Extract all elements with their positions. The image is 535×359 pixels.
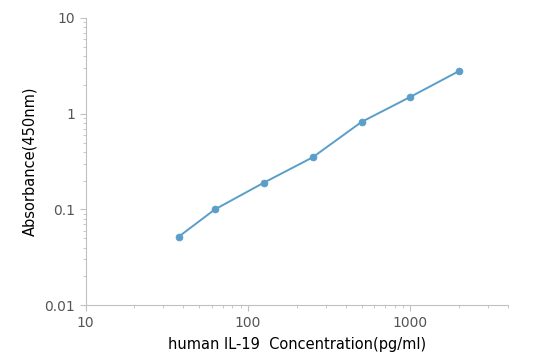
X-axis label: human IL-19  Concentration(pg/ml): human IL-19 Concentration(pg/ml) (168, 336, 426, 351)
Y-axis label: Absorbance(450nm): Absorbance(450nm) (22, 87, 37, 236)
